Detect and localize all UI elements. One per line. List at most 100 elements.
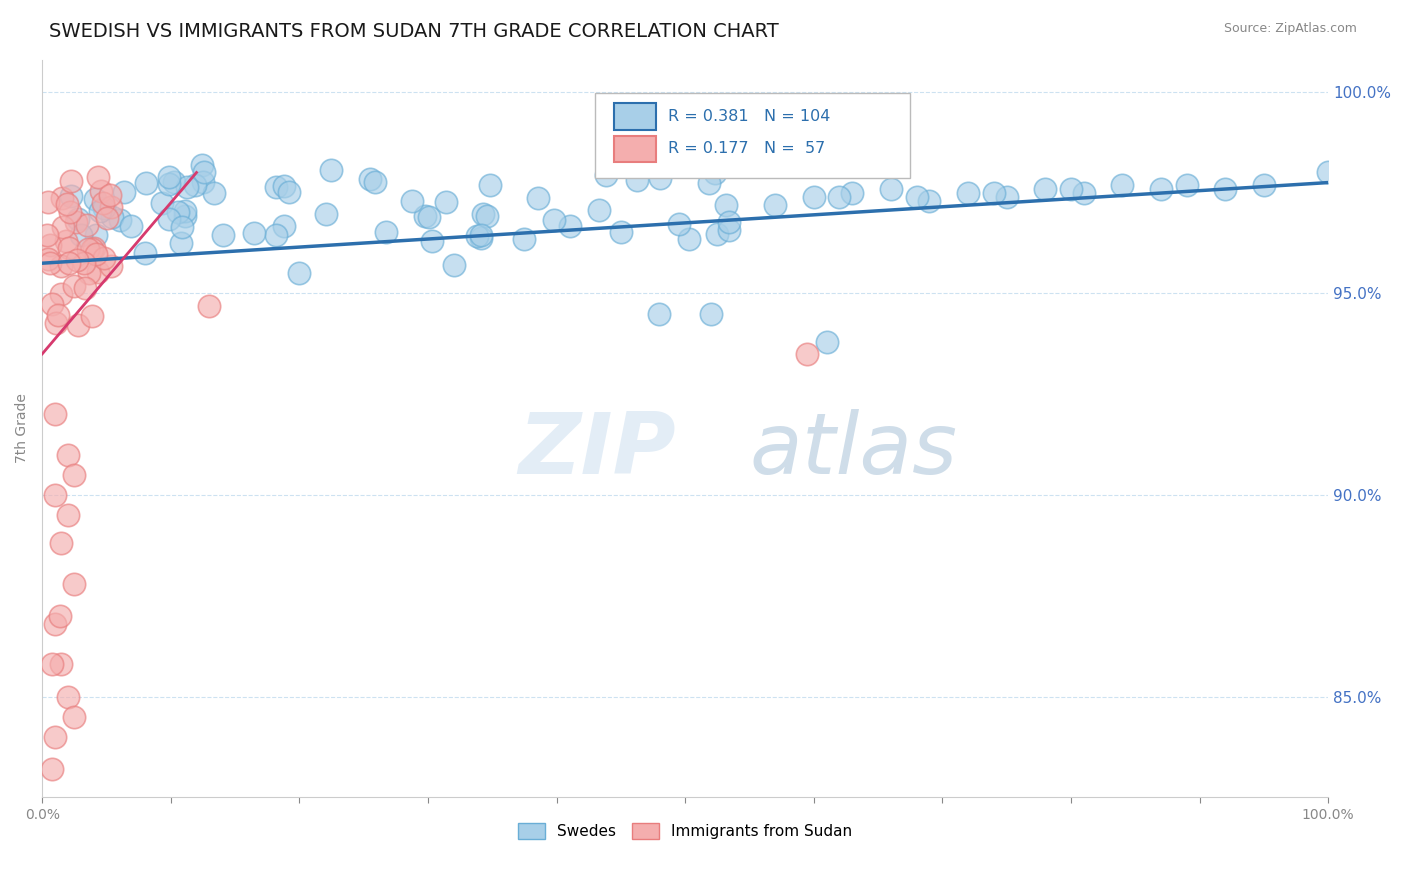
Point — [63, 467, 86, 482]
Point — [56, 508, 79, 523]
Point — [96, 211, 118, 225]
Point — [315, 206, 337, 220]
Point — [135, 176, 157, 190]
Point — [588, 202, 610, 217]
Point — [87, 265, 110, 279]
Point — [41, 657, 63, 672]
Point — [880, 181, 903, 195]
FancyBboxPatch shape — [614, 103, 655, 129]
Point — [273, 219, 295, 233]
Point — [918, 194, 941, 208]
Point — [170, 220, 193, 235]
Point — [49, 609, 72, 624]
Point — [716, 198, 738, 212]
Point — [471, 207, 494, 221]
Point — [763, 198, 786, 212]
Point — [288, 266, 311, 280]
Point — [58, 241, 80, 255]
Point — [905, 190, 928, 204]
Point — [44, 730, 66, 744]
Point — [65, 215, 87, 229]
Point — [83, 193, 105, 207]
Point — [63, 278, 86, 293]
Point — [796, 347, 818, 361]
FancyBboxPatch shape — [595, 93, 910, 178]
Point — [648, 307, 671, 321]
Point — [98, 188, 121, 202]
Point — [48, 308, 70, 322]
Point — [63, 576, 86, 591]
Point — [803, 190, 825, 204]
Text: Source: ZipAtlas.com: Source: ZipAtlas.com — [1223, 22, 1357, 36]
Point — [170, 236, 193, 251]
Point — [87, 169, 110, 184]
Point — [80, 309, 103, 323]
Point — [678, 232, 700, 246]
Point — [112, 185, 135, 199]
Point — [278, 186, 301, 200]
Point — [41, 762, 63, 776]
Point — [1073, 186, 1095, 200]
Point — [1033, 181, 1056, 195]
Point — [72, 256, 94, 270]
Point — [41, 297, 63, 311]
Point — [167, 205, 190, 219]
Point — [475, 209, 498, 223]
Point — [56, 448, 79, 462]
Point — [75, 281, 97, 295]
Point — [66, 318, 89, 333]
Point — [59, 189, 82, 203]
Point — [93, 202, 115, 216]
Point — [420, 234, 443, 248]
Point — [63, 710, 86, 724]
Point — [52, 220, 75, 235]
Point — [626, 172, 648, 186]
Point — [66, 211, 89, 226]
Point — [89, 204, 111, 219]
Point — [668, 217, 690, 231]
Point — [470, 228, 492, 243]
Text: atlas: atlas — [749, 409, 957, 492]
Point — [995, 190, 1018, 204]
Point — [157, 177, 180, 191]
Point — [77, 242, 100, 256]
Point — [443, 258, 465, 272]
Point — [56, 690, 79, 704]
Point — [134, 245, 156, 260]
Text: R = 0.381   N = 104: R = 0.381 N = 104 — [668, 109, 831, 124]
Point — [704, 166, 727, 180]
Point — [364, 175, 387, 189]
Point — [718, 215, 741, 229]
Point — [108, 213, 131, 227]
Point — [815, 334, 838, 349]
Point — [56, 197, 79, 211]
Point — [321, 163, 343, 178]
Point — [359, 171, 381, 186]
Point — [527, 191, 550, 205]
Point — [100, 200, 122, 214]
Point — [55, 234, 77, 248]
Point — [93, 196, 115, 211]
Point — [184, 178, 207, 193]
Point — [163, 175, 186, 189]
Text: ZIP: ZIP — [517, 409, 676, 492]
Point — [478, 178, 501, 193]
Point — [983, 186, 1005, 200]
Point — [45, 316, 67, 330]
Point — [211, 228, 233, 243]
Point — [718, 223, 741, 237]
Point — [841, 186, 863, 200]
Point — [44, 617, 66, 632]
Point — [1213, 181, 1236, 195]
Point — [51, 191, 73, 205]
Text: SWEDISH VS IMMIGRANTS FROM SUDAN 7TH GRADE CORRELATION CHART: SWEDISH VS IMMIGRANTS FROM SUDAN 7TH GRA… — [49, 22, 779, 41]
Text: R = 0.177   N =  57: R = 0.177 N = 57 — [668, 141, 825, 156]
Point — [157, 170, 180, 185]
Point — [35, 228, 58, 243]
Point — [37, 252, 59, 267]
Point — [513, 232, 536, 246]
Point — [150, 196, 173, 211]
Point — [374, 225, 396, 239]
Point — [44, 408, 66, 422]
Point — [84, 247, 107, 261]
